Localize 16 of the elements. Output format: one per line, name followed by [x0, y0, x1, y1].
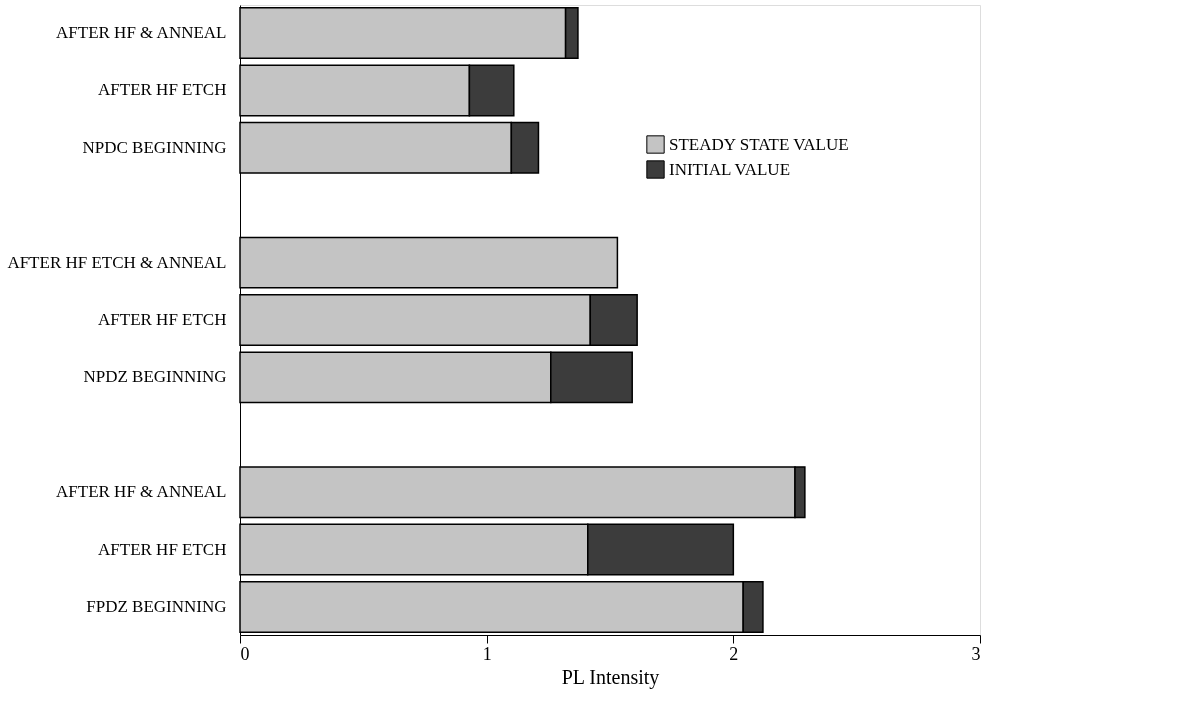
- x-tick-label: 2: [729, 643, 739, 664]
- x-tick-label: 1: [482, 643, 492, 664]
- y-tick-label: AFTER HF ETCH: [98, 539, 227, 559]
- legend-label: STEADY STATE VALUE: [669, 134, 849, 154]
- y-tick-label: NPDC BEGINNING: [82, 137, 227, 157]
- y-tick-label: AFTER HF ETCH: [98, 80, 227, 100]
- x-tick-label: 0: [240, 643, 250, 664]
- y-tick-label: AFTER HF ETCH: [98, 310, 227, 329]
- x-tick-label: 3: [971, 643, 981, 664]
- y-tick-label: AFTER HF & ANNEAL: [56, 23, 227, 43]
- legend-label: INITIAL VALUE: [669, 159, 791, 179]
- y-tick-label: NPDZ BEGINNING: [83, 367, 227, 387]
- y-tick-label: AFTER HF & ANNEAL: [56, 482, 227, 502]
- x-axis-title: PL Intensity: [561, 665, 660, 689]
- y-tick-label: AFTER HF ETCH & ANNEAL: [7, 252, 227, 272]
- y-tick-label: FPDZ BEGINNING: [86, 596, 227, 616]
